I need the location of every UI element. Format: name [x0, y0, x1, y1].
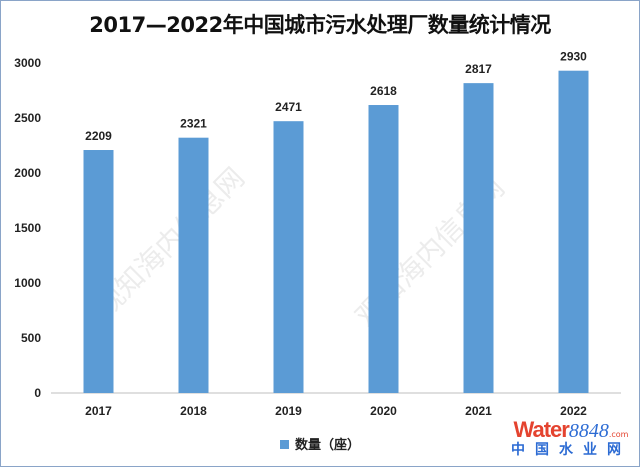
y-tick-label: 2500	[14, 111, 41, 125]
chart-title: 2017—2022年中国城市污水处理厂数量统计情况	[89, 13, 551, 37]
bar-2021	[463, 83, 494, 393]
data-label-2022: 2930	[560, 50, 587, 64]
y-tick-label: 3000	[14, 56, 41, 70]
bar-2019	[273, 121, 304, 393]
legend-label: 数量（座）	[294, 438, 360, 453]
data-label-2021: 2817	[465, 62, 492, 76]
y-tick-label: 500	[21, 331, 41, 345]
x-tick-label: 2017	[85, 404, 112, 418]
x-tick-label: 2022	[560, 404, 587, 418]
bar-2017	[83, 150, 114, 393]
y-tick-label: 1000	[14, 276, 41, 290]
y-tick-label: 1500	[14, 221, 41, 235]
y-tick-label: 0	[34, 386, 41, 400]
legend: 数量（座）	[1, 434, 639, 453]
bar-2022	[558, 70, 589, 393]
y-tick-label: 2000	[14, 166, 41, 180]
legend-swatch	[279, 440, 289, 449]
data-label-2017: 2209	[85, 129, 112, 143]
x-tick-label: 2018	[180, 404, 207, 418]
bar-2018	[178, 137, 209, 393]
data-label-2018: 2321	[180, 117, 207, 131]
x-tick-label: 2020	[370, 404, 397, 418]
bar-2020	[368, 105, 399, 394]
data-label-2019: 2471	[275, 100, 302, 114]
x-tick-label: 2021	[465, 404, 492, 418]
x-tick-label: 2019	[275, 404, 302, 418]
data-label-2020: 2618	[370, 84, 397, 98]
water8848-logo: Water8848.com 中国水业网	[511, 417, 631, 458]
